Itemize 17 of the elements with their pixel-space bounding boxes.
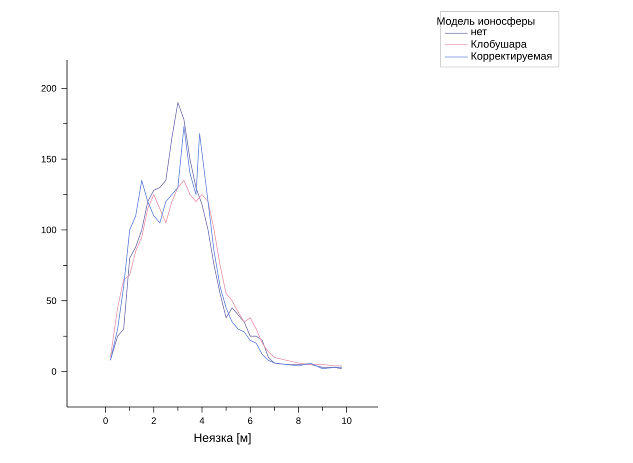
y-tick-label: 50 — [46, 297, 56, 304]
x-axis-title: Неязка [м] — [194, 433, 251, 444]
line-series — [110, 180, 342, 366]
x-tick-label: 0 — [103, 417, 108, 424]
y-tick-label: 200 — [41, 85, 56, 92]
y-tick-label: 150 — [42, 156, 56, 162]
legend-title: Модель ионосферы — [437, 17, 534, 27]
legend-label: Клобушара — [472, 40, 527, 50]
x-tick-label: 2 — [152, 417, 156, 424]
legend-label: нет — [471, 29, 487, 36]
x-tick-label: 4 — [200, 417, 204, 424]
x-tick-label: 6 — [248, 417, 252, 424]
x-tick-label: 8 — [296, 417, 301, 424]
y-tick-label: 0 — [52, 368, 56, 375]
y-tick-label: 100 — [42, 226, 56, 234]
legend-label: Корректируемая — [472, 52, 552, 62]
x-tick-label: 10 — [342, 417, 352, 424]
